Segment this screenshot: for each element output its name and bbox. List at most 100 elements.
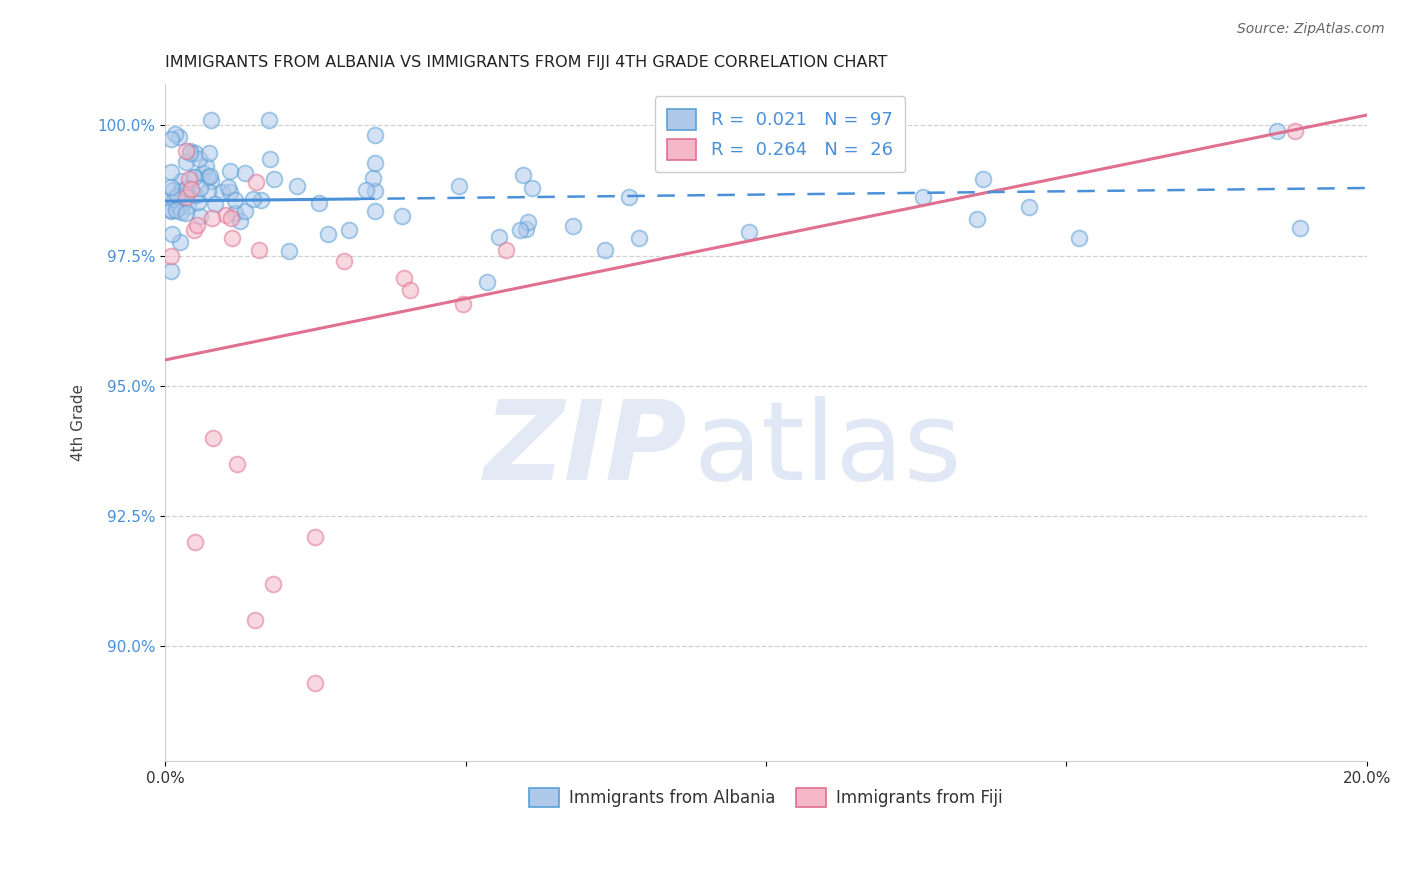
Point: [160, 180, 183, 194]
Point: [177, 172, 200, 186]
Point: [160, 227, 183, 241]
Point: [160, 202, 183, 217]
Text: Source: ZipAtlas.com: Source: ZipAtlas.com: [1237, 22, 1385, 37]
Point: [176, 181, 198, 195]
Point: [229, 213, 252, 227]
Point: [233, 166, 256, 180]
Point: [163, 127, 186, 141]
Point: [167, 200, 190, 214]
Point: [1284, 124, 1306, 138]
Point: [391, 209, 413, 223]
Point: [187, 194, 209, 209]
Point: [217, 180, 239, 194]
Point: [160, 203, 183, 218]
Point: [188, 152, 211, 166]
Point: [304, 530, 326, 544]
Point: [233, 204, 256, 219]
Point: [278, 244, 301, 258]
Point: [451, 297, 474, 311]
Point: [198, 145, 221, 160]
Point: [394, 270, 416, 285]
Point: [167, 129, 190, 144]
Point: [339, 223, 361, 237]
Point: [354, 183, 377, 197]
Point: [259, 153, 281, 167]
Point: [363, 155, 385, 169]
Point: [211, 185, 233, 199]
Point: [247, 244, 270, 258]
Point: [160, 131, 183, 145]
Point: [202, 431, 225, 445]
Point: [183, 223, 205, 237]
Point: [738, 225, 761, 239]
Point: [221, 231, 243, 245]
Point: [197, 185, 219, 199]
Point: [195, 159, 218, 173]
Point: [176, 186, 198, 201]
Point: [522, 180, 544, 194]
Point: [245, 614, 267, 628]
Y-axis label: 4th Grade: 4th Grade: [72, 384, 86, 461]
Point: [170, 205, 193, 219]
Point: [517, 215, 540, 229]
Point: [972, 172, 994, 186]
Point: [183, 170, 205, 185]
Point: [218, 186, 240, 200]
Point: [169, 235, 191, 250]
Point: [257, 113, 280, 128]
Point: [174, 145, 197, 159]
Point: [285, 179, 308, 194]
Point: [180, 182, 202, 196]
Point: [162, 183, 184, 197]
Point: [165, 203, 187, 218]
Point: [562, 219, 585, 233]
Point: [226, 457, 249, 471]
Point: [166, 189, 188, 203]
Text: ZIP: ZIP: [484, 396, 688, 503]
Point: [263, 172, 285, 186]
Point: [184, 145, 207, 160]
Point: [183, 170, 205, 185]
Point: [512, 169, 534, 183]
Point: [495, 243, 517, 257]
Point: [1018, 200, 1040, 214]
Point: [593, 243, 616, 257]
Point: [174, 205, 197, 219]
Point: [262, 577, 284, 591]
Point: [219, 164, 242, 178]
Point: [174, 189, 197, 203]
Point: [177, 199, 200, 213]
Point: [1067, 231, 1090, 245]
Point: [364, 184, 387, 198]
Point: [176, 155, 198, 169]
Text: IMMIGRANTS FROM ALBANIA VS IMMIGRANTS FROM FIJI 4TH GRADE CORRELATION CHART: IMMIGRANTS FROM ALBANIA VS IMMIGRANTS FR…: [165, 55, 887, 70]
Point: [224, 205, 246, 219]
Point: [215, 208, 238, 222]
Point: [188, 209, 211, 223]
Point: [399, 283, 422, 297]
Point: [224, 193, 246, 207]
Point: [475, 275, 498, 289]
Point: [447, 178, 470, 193]
Point: [201, 211, 224, 225]
Point: [619, 190, 641, 204]
Point: [184, 535, 207, 549]
Point: [627, 230, 650, 244]
Point: [190, 181, 212, 195]
Point: [170, 174, 193, 188]
Point: [197, 169, 219, 184]
Point: [364, 203, 387, 218]
Point: [245, 175, 267, 189]
Point: [966, 211, 988, 226]
Point: [163, 192, 186, 206]
Point: [200, 173, 222, 187]
Point: [515, 222, 537, 236]
Point: [219, 211, 242, 225]
Point: [179, 145, 201, 159]
Point: [332, 254, 354, 268]
Point: [242, 192, 264, 206]
Point: [160, 264, 183, 278]
Text: atlas: atlas: [693, 396, 962, 503]
Point: [250, 194, 273, 208]
Point: [304, 676, 326, 690]
